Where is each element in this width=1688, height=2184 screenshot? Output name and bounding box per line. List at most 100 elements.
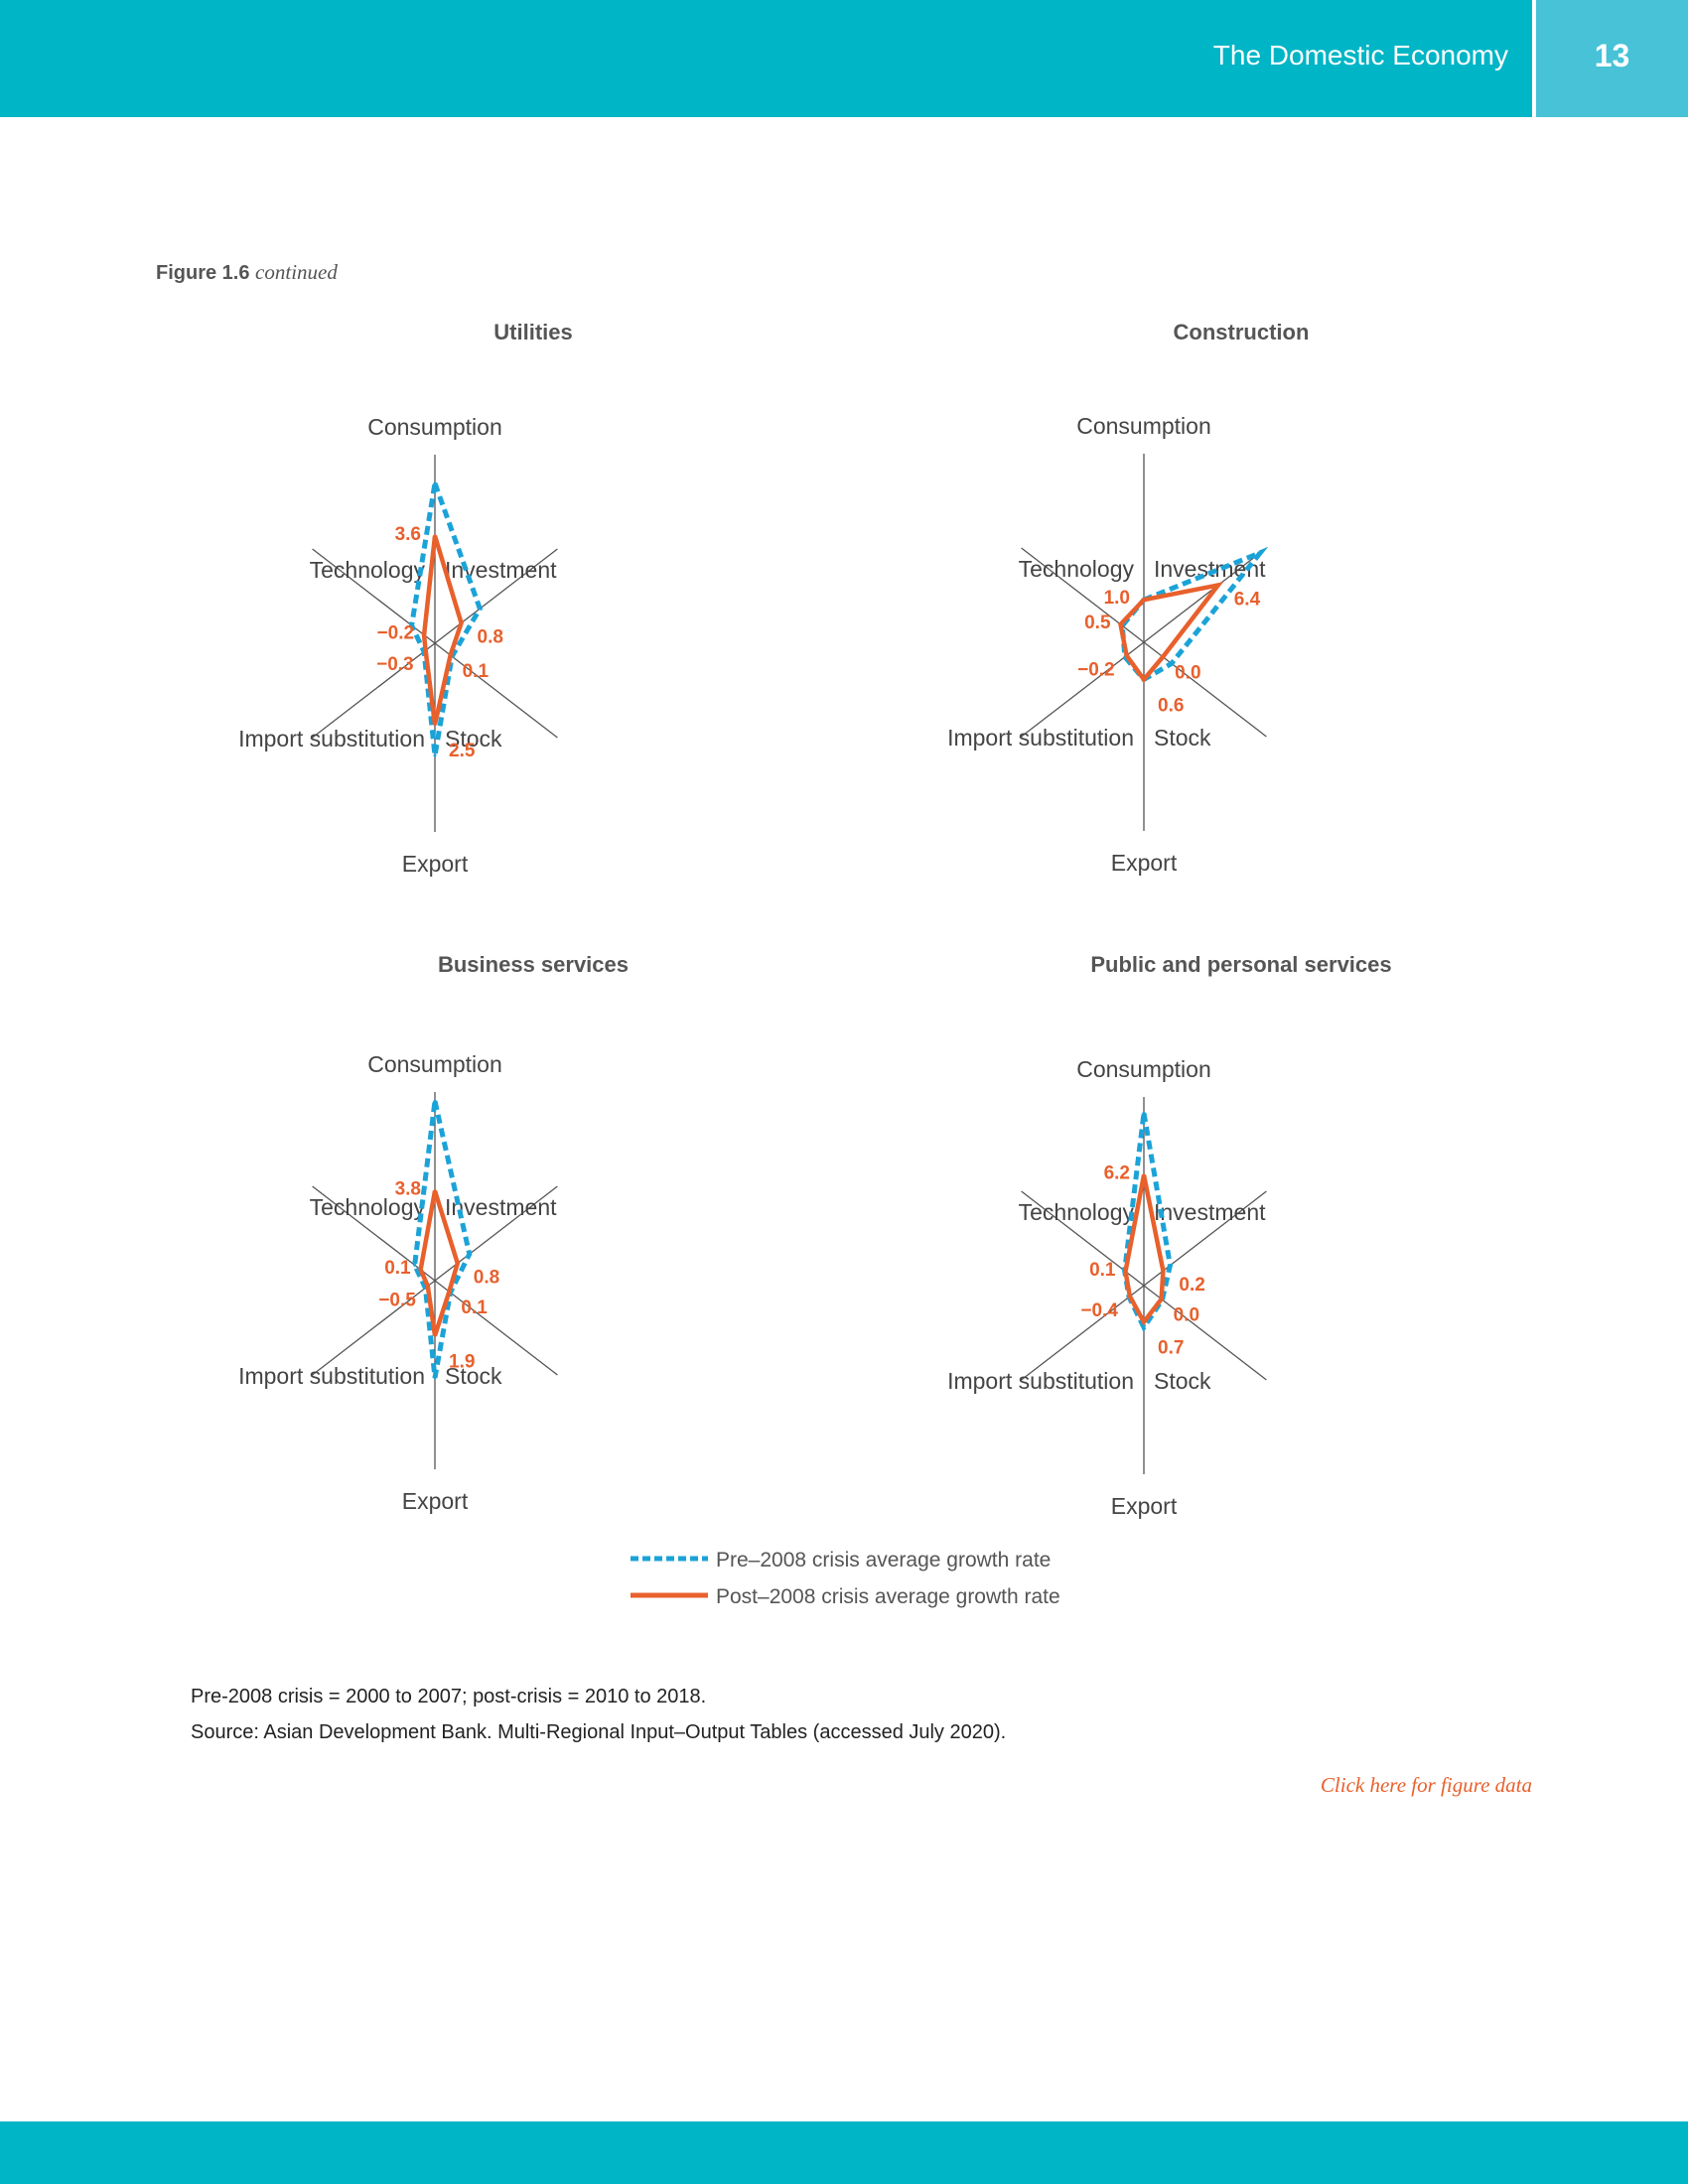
axis-line [1143,1285,1267,1381]
axis-label: Export [1111,1493,1178,1519]
axis-label: Import substitution [238,726,425,751]
figure-data-link[interactable]: Click here for figure data [1320,1773,1532,1797]
data-point [426,1285,430,1289]
radar-chart: ConstructionConsumptionInvestmentStockEx… [947,320,1309,876]
data-point [1128,1295,1132,1298]
axis-label: Export [402,1488,469,1514]
data-label: −0.2 [1077,659,1115,680]
data-point [1119,622,1123,626]
legend: Pre–2008 crisis average growth rate Post… [631,1549,1060,1608]
data-point [468,1252,472,1256]
axis-label: Stock [445,1363,502,1389]
data-label: 0.8 [478,627,503,648]
data-point [422,633,426,637]
data-point [1142,1320,1146,1324]
data-point [413,1263,417,1267]
note-definition: Pre-2008 crisis = 2000 to 2007; post-cri… [191,1686,707,1707]
data-point [433,723,437,727]
axis-label: Consumption [1076,413,1211,439]
data-label: 0.7 [1158,1338,1184,1359]
axis-line [434,548,558,644]
data-point [1142,598,1146,602]
axis-label: Investment [445,557,557,583]
data-label: 2.5 [449,741,476,761]
data-point [433,534,437,538]
data-label: −0.4 [1080,1300,1118,1321]
axis-label: Export [402,851,469,877]
data-point [433,1376,437,1380]
data-point [1168,1264,1172,1268]
data-label: 0.2 [1179,1275,1204,1296]
data-label: 6.4 [1234,589,1261,610]
data-point [1142,1111,1146,1115]
data-label: 3.6 [395,524,421,545]
header-bar [0,0,1532,117]
data-point [433,1333,437,1337]
data-label: 0.0 [1175,663,1200,684]
radar-chart: Business services Consumption Investment St… [238,952,629,1514]
data-label: −0.3 [376,654,414,675]
figure-label: Figure 1.6 continued [156,260,338,285]
axis-label: Investment [1154,1199,1266,1225]
data-label: 6.2 [1104,1163,1130,1184]
data-point [1160,1297,1164,1301]
data-point [433,1189,437,1193]
axis-label: Technology [1019,1199,1135,1225]
data-point [1161,655,1165,659]
data-label: 0.1 [384,1258,411,1279]
data-label: −0.2 [377,623,415,644]
data-label: 0.6 [1158,695,1184,716]
data-point [424,648,428,652]
pre-crisis-series [408,473,484,756]
page-number-box [1536,0,1688,117]
axis-label: Export [1111,850,1178,876]
axis-label: Import substitution [238,1363,425,1389]
chart-title: Business services [438,952,629,977]
chart-title: Utilities [493,320,572,344]
axis-label: Technology [310,1194,426,1220]
data-point [433,481,437,485]
chart-title: Construction [1174,320,1310,344]
axis-label: Import substitution [947,1368,1134,1394]
data-point [433,753,437,757]
data-point [478,607,482,611]
legend-post-label: Post–2008 crisis average growth rate [716,1585,1060,1608]
figure-suffix: continued [255,260,338,284]
data-point [1170,661,1174,665]
data-point [1125,653,1129,657]
chart-title: Public and personal services [1090,952,1391,977]
axis-label: Consumption [1076,1056,1211,1082]
data-point [419,1268,423,1272]
axis-line [1021,1285,1145,1381]
axis-label: Stock [445,726,502,751]
data-label: 0.5 [1084,613,1111,633]
data-label: 0.1 [1089,1260,1116,1281]
axis-label: Consumption [367,414,502,440]
axis-label: Consumption [367,1051,502,1077]
data-point [1142,1173,1146,1177]
note-source: Source: Asian Development Bank. Multi-Re… [191,1721,1007,1743]
data-point [1142,677,1146,681]
figure-number: Figure 1.6 [156,262,250,284]
header-title: The Domestic Economy [1212,40,1508,70]
data-label: 1.9 [449,1351,475,1372]
axis-line [312,1280,436,1376]
data-label: −0.5 [378,1291,416,1311]
axis-line [1021,641,1145,738]
data-point [449,653,453,657]
pre-crisis-series [412,1100,473,1379]
axis-label: Stock [1154,1368,1211,1394]
axis-line [312,642,436,739]
footer-bar [0,2121,1688,2184]
data-point [1216,583,1220,587]
data-point [1123,1270,1127,1274]
data-label: 0.0 [1174,1305,1199,1326]
axis-label: Import substitution [947,725,1134,751]
legend-pre-label: Pre–2008 crisis average growth rate [716,1549,1051,1571]
radar-chart: Public and personal services Consumption I… [947,952,1392,1519]
axis-label: Stock [1154,725,1211,751]
data-label: 0.1 [461,1297,488,1318]
data-point [1258,551,1262,555]
data-point [433,1099,437,1103]
